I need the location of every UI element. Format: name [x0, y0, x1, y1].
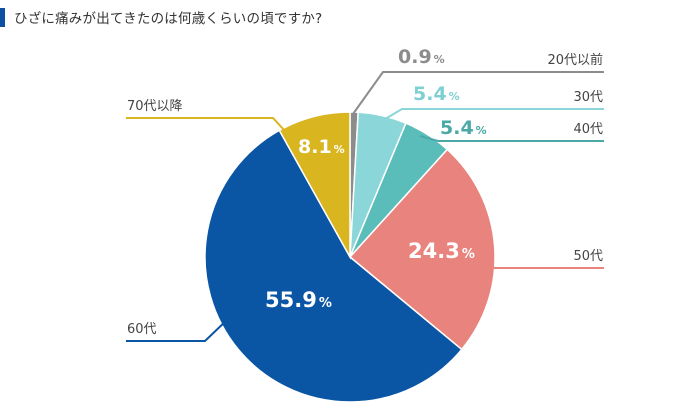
- category-label-1: 30代: [573, 90, 603, 105]
- category-label-5: 70代以降: [127, 99, 183, 114]
- title-accent-bar: [0, 8, 5, 27]
- leader-line-0: [352, 71, 604, 115]
- leader-line-2: [419, 135, 604, 142]
- leader-line-1: [379, 108, 604, 123]
- value-label-2: 5.4%: [440, 117, 487, 139]
- category-label-4: 60代: [127, 322, 157, 337]
- chart-title: ひざに痛みが出てきたのは何歳くらいの頃ですか?: [14, 11, 323, 27]
- value-label-4: 55.9%: [265, 288, 332, 312]
- pie-slice-3: [348, 148, 496, 351]
- pie-slice-4: [204, 129, 463, 402]
- value-label-3: 24.3%: [408, 239, 475, 263]
- category-label-0: 20代以前: [547, 52, 603, 68]
- pie-slice-5: [278, 111, 351, 260]
- category-label-3: 50代: [573, 249, 603, 264]
- value-label-5: 8.1%: [298, 136, 345, 158]
- value-label-0: 0.9%: [398, 46, 445, 68]
- value-label-1: 5.4%: [413, 83, 460, 105]
- leader-line-5: [126, 117, 286, 132]
- leader-line-4: [126, 318, 229, 342]
- category-label-2: 40代: [573, 122, 603, 137]
